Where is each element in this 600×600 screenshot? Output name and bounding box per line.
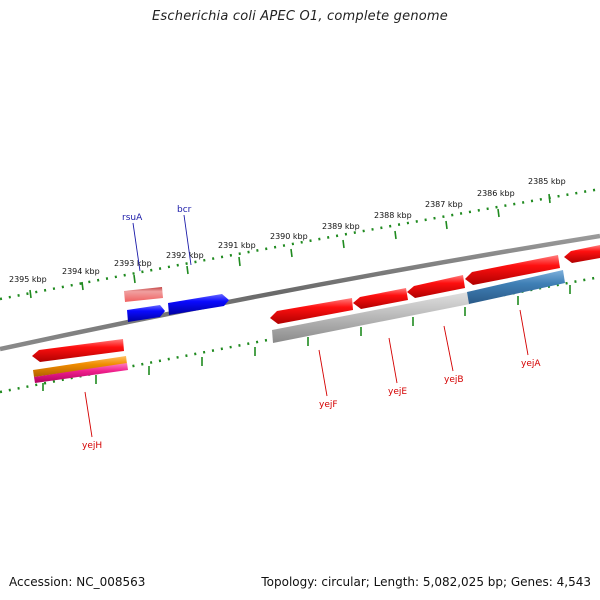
topology-text: Topology: circular; Length: 5,082,025 bp… (261, 575, 591, 589)
feature-yejB[interactable] (407, 275, 465, 298)
gene-label-yejB: yejB (444, 375, 464, 385)
feature-subbar-blue[interactable] (467, 270, 565, 304)
gene-label-rsuA: rsuA (122, 213, 143, 223)
tick-label: 2394 kbp (62, 267, 100, 276)
accession-text: Accession: NC_008563 (9, 575, 146, 589)
gene-label-bcr: bcr (177, 205, 192, 215)
feature-rsuA-rrna[interactable] (124, 287, 163, 302)
tick-label: 2390 kbp (270, 232, 308, 241)
tick-label: 2386 kbp (477, 189, 515, 198)
genome-title: Escherichia coli APEC O1, complete genom… (152, 9, 448, 24)
feature-subbar-gray[interactable] (272, 292, 470, 343)
feature-yejA[interactable] (465, 255, 560, 285)
label-leaders (84, 214, 529, 438)
feature-yejH-magenta[interactable] (34, 363, 128, 383)
tick-label: 2389 kbp (322, 222, 360, 231)
tick-label: 2385 kbp (528, 177, 566, 186)
tick-label: 2388 kbp (374, 211, 412, 220)
tick-labels: 2385 kbp 2386 kbp 2387 kbp 2388 kbp 2389… (9, 177, 566, 284)
gene-label-yejF: yejF (319, 400, 338, 410)
tick-label: 2392 kbp (166, 251, 204, 260)
feature-next-reverse[interactable] (564, 245, 600, 263)
gene-label-yejA: yejA (521, 359, 541, 369)
tick-label: 2395 kbp (9, 275, 47, 284)
feature-yejE[interactable] (353, 288, 408, 309)
genome-backbone (0, 233, 600, 352)
outer-major-ticks (29, 193, 551, 299)
tick-label: 2393 kbp (114, 259, 152, 268)
tick-label: 2387 kbp (425, 200, 463, 209)
gene-label-yejH: yejH (82, 441, 102, 451)
feature-bcr[interactable] (168, 294, 229, 315)
gene-label-yejE: yejE (388, 387, 407, 397)
tick-label: 2391 kbp (218, 241, 256, 250)
inner-major-ticks (42, 285, 571, 391)
feature-yejF[interactable] (270, 298, 353, 324)
outer-tick-track (0, 187, 600, 301)
feature-rsuA[interactable] (127, 305, 165, 322)
feature-yejH-orange[interactable] (33, 356, 127, 377)
feature-yejH[interactable] (32, 339, 124, 362)
